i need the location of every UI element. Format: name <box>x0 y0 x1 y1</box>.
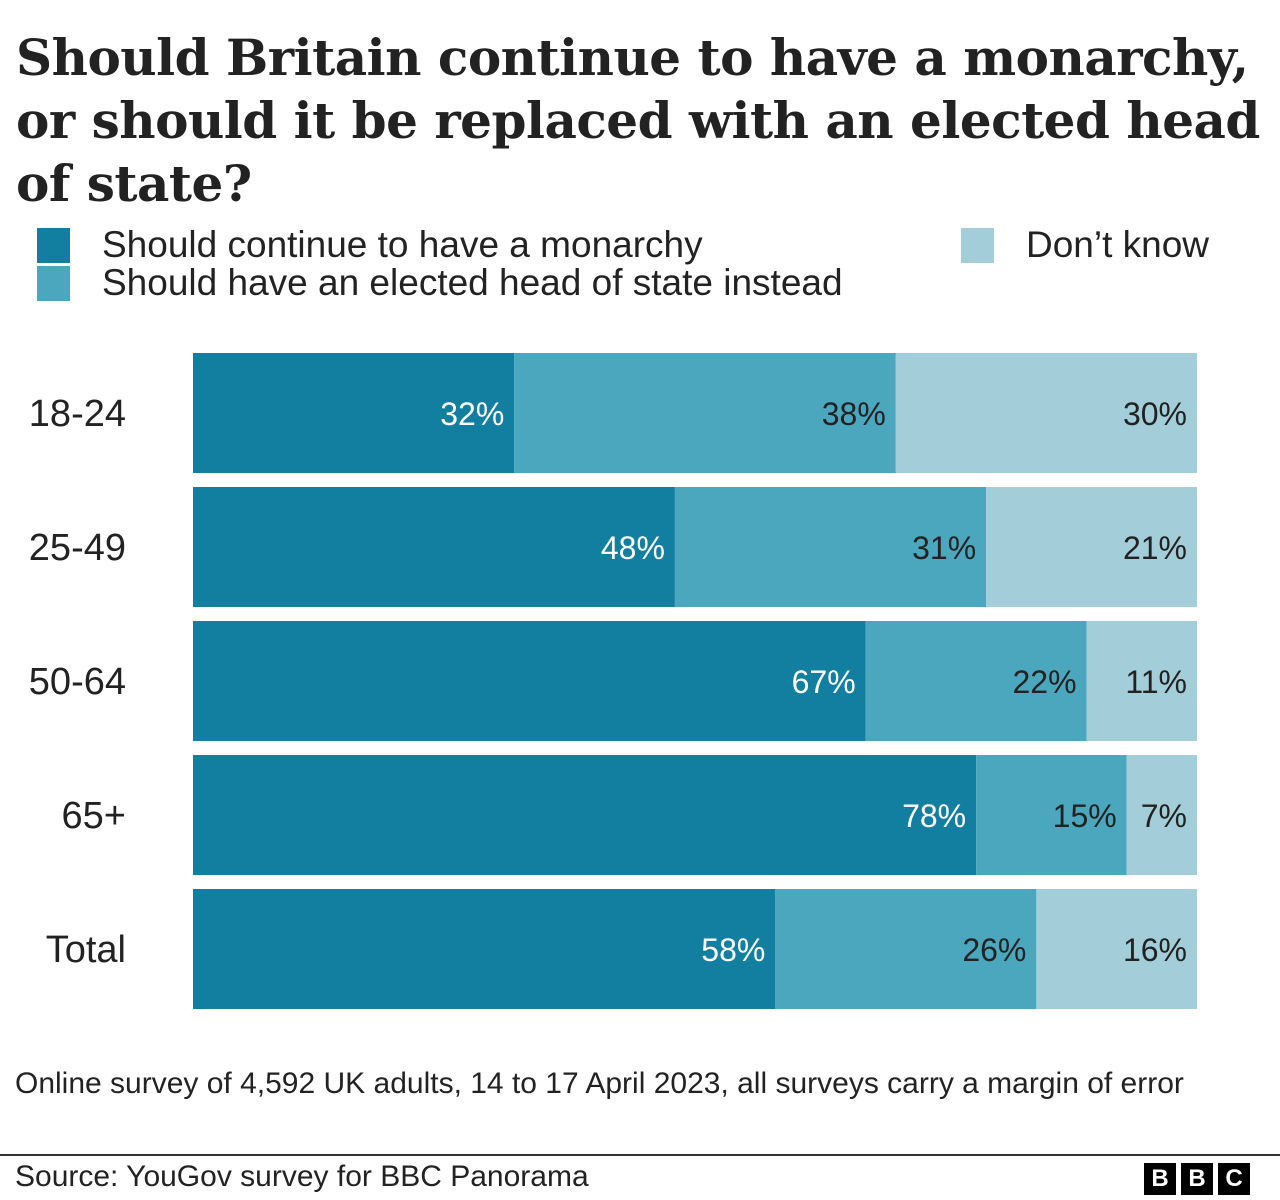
footer-divider <box>0 1154 1280 1156</box>
category-label: 50-64 <box>29 661 126 703</box>
bar-segment <box>193 889 776 1009</box>
data-label: 38% <box>822 396 886 432</box>
legend-item-monarchy: Should continue to have a monarchy <box>37 224 703 266</box>
legend-swatch <box>37 265 70 301</box>
data-label: 67% <box>792 664 856 700</box>
bbc-logo: B B C <box>1144 1163 1250 1195</box>
data-label: 78% <box>902 798 966 834</box>
category-label: Total <box>46 929 126 971</box>
bar-segment <box>1036 889 1197 1009</box>
data-label: 31% <box>912 530 976 566</box>
bar-segment <box>775 889 1037 1009</box>
category-label: 18-24 <box>29 393 126 435</box>
bar-segment <box>865 621 1087 741</box>
data-label: 15% <box>1053 798 1117 834</box>
data-label: 32% <box>440 396 504 432</box>
bar-segment <box>193 621 866 741</box>
data-label: 16% <box>1123 932 1187 968</box>
bar-segment <box>193 487 675 607</box>
data-label: 22% <box>1013 664 1077 700</box>
legend-item-dont-know: Don’t know <box>961 224 1209 266</box>
bar-segment <box>1086 621 1197 741</box>
legend-label: Should have an elected head of state ins… <box>102 262 843 303</box>
bar-segment <box>895 353 1197 473</box>
bar-segment <box>986 487 1197 607</box>
data-label: 7% <box>1141 798 1187 834</box>
data-label: 26% <box>962 932 1026 968</box>
legend-swatch <box>961 227 994 263</box>
data-label: 48% <box>601 530 665 566</box>
category-label: 65+ <box>62 795 126 837</box>
stacked-bar-chart: 18-24 32% 38% 30% 25-49 48% 31% 21% 50-64 67% 22% 1… <box>29 353 1197 1009</box>
bar-segment <box>1126 755 1197 875</box>
source-text: Source: YouGov survey for BBC Panorama <box>15 1160 589 1193</box>
data-label: 30% <box>1123 396 1187 432</box>
legend-item-elected: Should have an elected head of state ins… <box>37 262 843 304</box>
bar-segment <box>193 755 977 875</box>
legend-label: Don’t know <box>1026 224 1210 265</box>
logo-letter: B <box>1144 1163 1176 1195</box>
data-label: 11% <box>1125 664 1187 700</box>
survey-note: Online survey of 4,592 UK adults, 14 to … <box>15 1067 1184 1100</box>
bar-segment <box>674 487 987 607</box>
bar-segment <box>976 755 1127 875</box>
bar-segment <box>514 353 896 473</box>
logo-letter: B <box>1181 1163 1213 1195</box>
legend-swatch <box>37 227 70 263</box>
legend-label: Should continue to have a monarchy <box>102 224 703 265</box>
logo-letter: C <box>1218 1163 1250 1195</box>
data-label: 58% <box>701 932 765 968</box>
bar-segment <box>193 353 515 473</box>
chart-title: Should Britain continue to have a monarc… <box>16 28 1260 213</box>
category-label: 25-49 <box>29 527 126 569</box>
data-label: 21% <box>1123 530 1187 566</box>
